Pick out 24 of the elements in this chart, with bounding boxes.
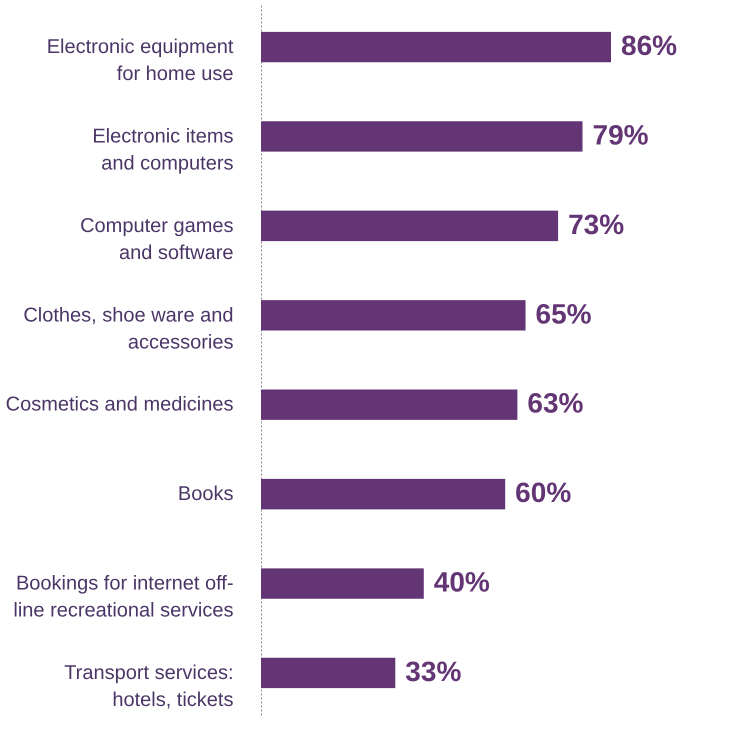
data-label: 40% (434, 566, 490, 598)
bar (261, 658, 396, 688)
bar (261, 390, 518, 420)
y-tick-label: Electronic equipment for home use (46, 36, 234, 86)
data-label: 33% (405, 656, 462, 687)
data-label: 73% (568, 208, 624, 240)
data-label: 86% (621, 30, 678, 62)
y-tick-label: Bookings for internet off- line recreational services (13, 572, 234, 622)
y-tick-label: Cosmetics and medicines (6, 394, 234, 416)
bar (261, 478, 506, 510)
bar (261, 300, 526, 330)
bar (261, 210, 558, 242)
y-tick-label: Computer games and software (80, 214, 234, 264)
bar (261, 121, 583, 152)
data-label: 65% (536, 298, 592, 330)
bar (261, 32, 611, 62)
data-label: 63% (527, 388, 584, 419)
y-tick-label: Clothes, shoe ware and accessories (23, 304, 234, 354)
data-label: 79% (592, 119, 649, 150)
data-label: 60% (515, 477, 572, 508)
bar (261, 568, 424, 599)
y-tick-label: Transport services: hotels, tickets (64, 662, 234, 711)
y-tick-label: Books (178, 483, 234, 506)
y-tick-label: Electronic items and computers (92, 125, 234, 174)
